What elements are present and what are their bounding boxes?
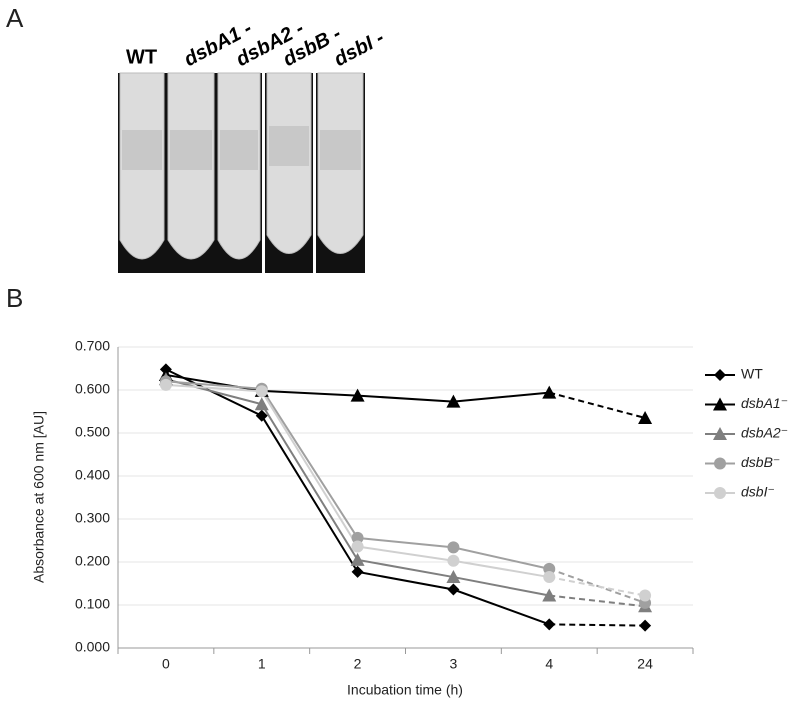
x-tick-label: 24 xyxy=(637,656,653,672)
marker xyxy=(542,588,557,602)
legend-marker xyxy=(714,487,726,499)
legend-label: WT xyxy=(741,366,763,382)
legend-marker xyxy=(713,427,727,440)
marker xyxy=(446,570,461,584)
marker xyxy=(446,394,461,408)
marker xyxy=(638,410,653,424)
y-tick-label: 0.500 xyxy=(75,424,110,440)
x-tick-label: 2 xyxy=(354,656,362,672)
legend-label: dsbB⁻ xyxy=(741,454,780,470)
marker xyxy=(447,554,460,567)
y-axis-title: Absorbance at 600 nm [AU] xyxy=(31,411,47,583)
series-line-dashed xyxy=(549,594,646,608)
x-tick-label: 4 xyxy=(545,656,553,672)
marker xyxy=(255,409,268,422)
x-tick-label: 3 xyxy=(450,656,458,672)
y-tick-label: 0.700 xyxy=(75,338,110,354)
marker xyxy=(350,552,365,566)
culture xyxy=(220,130,258,170)
legend-marker xyxy=(713,397,727,411)
series-line-dashed xyxy=(548,391,646,419)
marker xyxy=(351,565,364,578)
y-tick-label: 0.100 xyxy=(75,596,110,612)
tube-photo xyxy=(118,72,365,273)
x-tick-label: 1 xyxy=(258,656,266,672)
y-tick-label: 0.000 xyxy=(75,639,110,655)
marker xyxy=(543,571,556,584)
marker xyxy=(255,385,268,398)
marker xyxy=(351,540,364,553)
marker xyxy=(447,583,460,596)
legend-label: dsbA1⁻ xyxy=(741,395,788,411)
tubes xyxy=(119,72,364,260)
marker xyxy=(254,397,269,411)
panel-label: A xyxy=(6,3,24,33)
culture xyxy=(269,126,309,166)
y-tick-label: 0.600 xyxy=(75,381,110,397)
marker xyxy=(639,619,652,632)
y-tick-label: 0.300 xyxy=(75,510,110,526)
marker xyxy=(447,541,460,554)
legend-label: dsbI⁻ xyxy=(741,484,775,500)
y-tick-label: 0.200 xyxy=(75,553,110,569)
marker xyxy=(639,589,652,602)
culture xyxy=(170,130,212,170)
series-line-dashed xyxy=(548,567,646,604)
cultures xyxy=(122,126,361,170)
series-line-dashed xyxy=(549,576,646,597)
legend-marker xyxy=(714,457,726,470)
marker xyxy=(159,378,172,391)
panel-label: B xyxy=(6,283,23,313)
marker xyxy=(542,385,557,399)
culture xyxy=(122,130,162,170)
legend-marker xyxy=(714,369,726,381)
culture xyxy=(320,130,361,170)
marker xyxy=(543,618,556,631)
marker xyxy=(350,388,365,402)
x-tick-label: 0 xyxy=(162,656,170,672)
x-axis-title: Incubation time (h) xyxy=(347,682,463,698)
series-line-dashed xyxy=(549,623,646,627)
legend-label: dsbA2⁻ xyxy=(741,425,788,441)
series-line xyxy=(165,368,550,626)
y-tick-label: 0.400 xyxy=(75,467,110,483)
tube-label: WT xyxy=(126,46,157,68)
marker xyxy=(351,531,364,544)
